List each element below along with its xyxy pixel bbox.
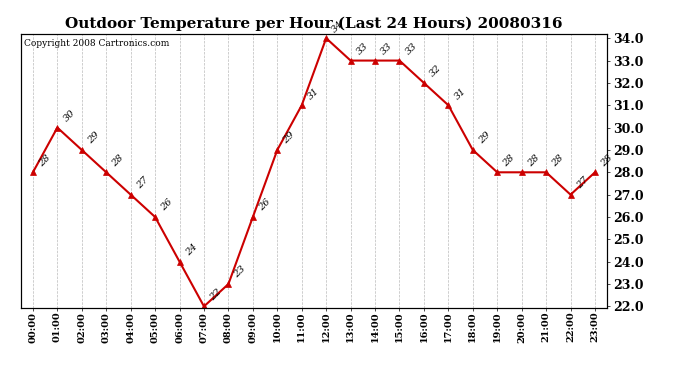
- Text: 29: 29: [86, 130, 101, 146]
- Text: 31: 31: [453, 86, 468, 101]
- Text: 31: 31: [306, 86, 321, 101]
- Text: 26: 26: [257, 198, 273, 213]
- Text: 34: 34: [331, 19, 346, 34]
- Text: 22: 22: [208, 287, 224, 302]
- Text: 33: 33: [404, 41, 419, 56]
- Text: 26: 26: [159, 198, 175, 213]
- Text: 28: 28: [110, 153, 126, 168]
- Text: 30: 30: [61, 108, 77, 123]
- Text: 32: 32: [428, 63, 443, 79]
- Text: 23: 23: [233, 265, 248, 280]
- Text: 28: 28: [599, 153, 614, 168]
- Text: 28: 28: [502, 153, 517, 168]
- Title: Outdoor Temperature per Hour (Last 24 Hours) 20080316: Outdoor Temperature per Hour (Last 24 Ho…: [65, 17, 563, 31]
- Text: 28: 28: [550, 153, 566, 168]
- Text: 28: 28: [37, 153, 52, 168]
- Text: 27: 27: [135, 175, 150, 190]
- Text: 28: 28: [526, 153, 541, 168]
- Text: 27: 27: [575, 175, 590, 190]
- Text: 24: 24: [184, 242, 199, 258]
- Text: 33: 33: [380, 41, 395, 56]
- Text: 29: 29: [282, 130, 297, 146]
- Text: Copyright 2008 Cartronics.com: Copyright 2008 Cartronics.com: [23, 39, 169, 48]
- Text: 33: 33: [355, 41, 370, 56]
- Text: 29: 29: [477, 130, 492, 146]
